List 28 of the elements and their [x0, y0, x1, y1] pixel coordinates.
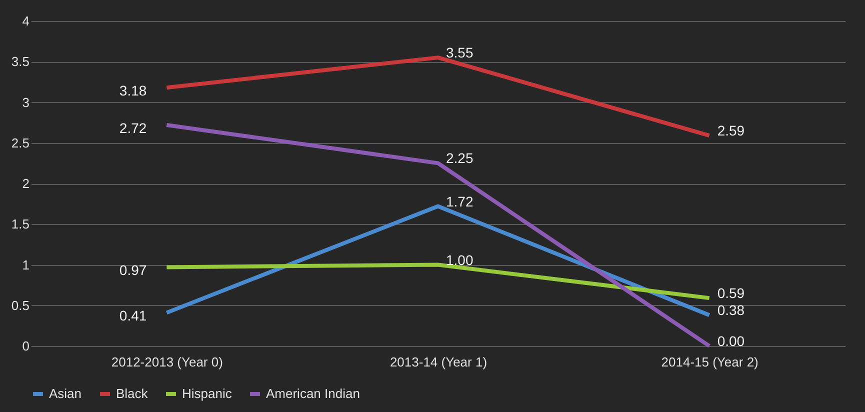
data-label: 3.55 [446, 44, 474, 61]
x-tick-label: 2013-14 (Year 1) [390, 354, 488, 370]
y-tick-label: 3 [22, 94, 30, 110]
x-tick-label: 2012-2013 (Year 0) [111, 354, 223, 370]
data-label: 3.18 [119, 82, 147, 99]
data-label: 0.41 [119, 308, 147, 324]
data-label: 2.72 [119, 120, 147, 136]
x-tick-label: 2014-15 (Year 2) [661, 354, 758, 370]
y-tick-label: 1 [22, 257, 30, 272]
data-label: 1.72 [446, 193, 474, 210]
data-label: 0.97 [119, 262, 147, 278]
legend-label: Asian [49, 386, 82, 401]
legend-label: Hispanic [182, 386, 232, 401]
y-tick-label: 4 [22, 14, 30, 28]
y-tick-label: 2 [22, 176, 30, 191]
data-label: 0.00 [717, 333, 745, 349]
y-tick-label: 0.5 [11, 298, 30, 313]
data-label: 1.00 [446, 252, 474, 268]
data-label: 0.59 [717, 285, 745, 302]
data-label: 2.59 [717, 122, 745, 139]
data-label: 0.38 [717, 302, 745, 318]
legend-label: Black [116, 386, 148, 401]
y-tick-label: 1.5 [11, 216, 30, 232]
y-tick-label: 2.5 [11, 135, 30, 150]
legend-label: American Indian [266, 386, 360, 401]
y-tick-label: 0 [22, 338, 30, 354]
data-label: 2.25 [446, 150, 474, 166]
y-tick-label: 3.5 [11, 54, 30, 70]
